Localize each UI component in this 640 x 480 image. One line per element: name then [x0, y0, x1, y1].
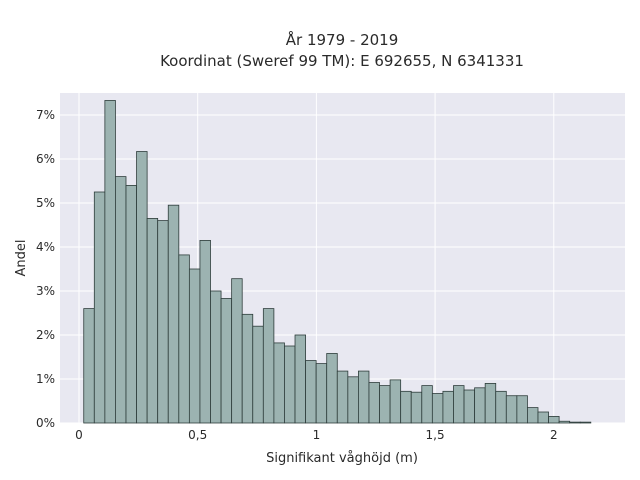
histogram-bar — [537, 411, 549, 424]
histogram-bar — [220, 298, 233, 424]
histogram-bar — [516, 395, 528, 424]
y-axis-label: Andel — [14, 240, 29, 277]
histogram-bar — [389, 379, 402, 424]
histogram-bar — [558, 420, 571, 424]
histogram-bar — [336, 370, 349, 424]
histogram-bar — [527, 407, 539, 424]
histogram-bar — [421, 385, 433, 424]
histogram-bar — [579, 421, 592, 424]
histogram-bar — [495, 390, 507, 424]
histogram-bar — [210, 290, 222, 424]
x-axis-ticks: 0 0,5 1 1,5 2 — [75, 428, 557, 442]
x-tick-label: 0 — [75, 428, 83, 442]
histogram-bar — [262, 308, 275, 424]
y-tick-label: 1% — [36, 372, 55, 386]
x-axis-label: Signifikant våghöjd (m) — [266, 451, 418, 466]
histogram-bar — [231, 278, 243, 424]
histogram-bar — [368, 382, 380, 424]
y-tick-label: 4% — [36, 240, 55, 254]
y-tick-label: 3% — [36, 284, 55, 298]
histogram-bar — [294, 334, 306, 424]
chart-subtitle: Koordinat (Sweref 99 TM): E 692655, N 63… — [160, 52, 524, 70]
histogram-bar — [188, 268, 201, 424]
histogram-bar — [199, 239, 211, 424]
y-tick-label: 0% — [36, 416, 55, 430]
histogram-bar — [442, 390, 454, 424]
chart-title: År 1979 - 2019 — [286, 30, 399, 49]
histogram-bar — [548, 415, 560, 424]
histogram-bar — [167, 204, 180, 424]
histogram-bar — [252, 325, 264, 424]
histogram-bar — [93, 191, 106, 424]
histogram-bar — [83, 308, 95, 424]
histogram-bar — [474, 387, 486, 424]
y-axis-ticks: 0% 1% 2% 3% 4% 5% 6% 7% — [36, 108, 55, 430]
histogram-bar — [241, 313, 254, 424]
histogram-bar — [358, 370, 370, 424]
histogram-bar — [146, 217, 159, 424]
x-tick-label: 1 — [313, 428, 321, 442]
histogram-bar — [431, 393, 444, 424]
histogram-bar — [569, 421, 581, 424]
histogram-bar — [326, 353, 338, 424]
y-tick-label: 5% — [36, 196, 55, 210]
y-tick-label: 7% — [36, 108, 55, 122]
histogram-bar — [136, 151, 148, 424]
histogram-bar — [178, 254, 190, 424]
x-tick-label: 0,5 — [188, 428, 207, 442]
histogram-bar — [463, 389, 476, 424]
y-tick-label: 6% — [36, 152, 55, 166]
x-tick-label: 2 — [550, 428, 558, 442]
histogram-bar — [125, 184, 137, 424]
histogram-bar — [157, 220, 169, 424]
histogram-bar — [400, 390, 412, 424]
histogram-bar — [273, 342, 285, 424]
histogram-bar — [410, 391, 423, 424]
histogram-bar — [505, 395, 518, 424]
histogram-bar — [115, 176, 127, 424]
histogram-bar — [305, 360, 317, 424]
histogram-bar — [315, 363, 328, 424]
histogram-bar — [284, 345, 296, 424]
histogram-bar — [453, 385, 465, 424]
histogram-bar — [104, 100, 116, 424]
histogram-bar — [379, 385, 391, 424]
histogram-bar — [484, 382, 497, 424]
histogram-bar — [347, 376, 359, 424]
x-tick-label: 1,5 — [426, 428, 445, 442]
y-tick-label: 2% — [36, 328, 55, 342]
histogram-bars — [83, 100, 592, 424]
